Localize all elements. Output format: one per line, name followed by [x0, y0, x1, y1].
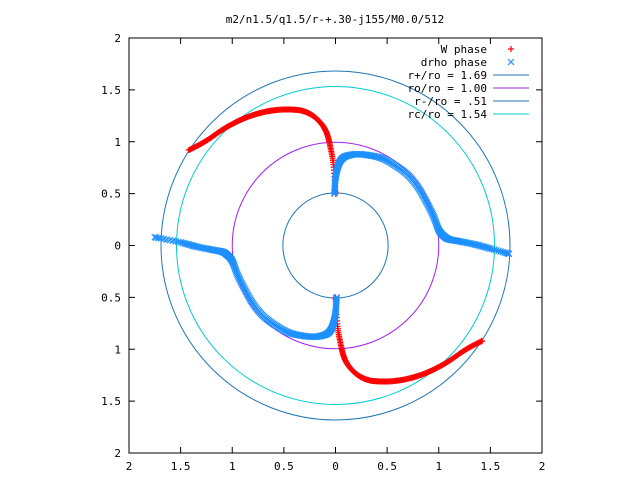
x-tick-label: 2 [126, 460, 133, 473]
y-tick-label: 1.5 [101, 84, 121, 97]
y-tick-label: 0.5 [101, 188, 121, 201]
drho-phase-point [505, 250, 513, 258]
legend-marker [507, 58, 515, 66]
circle-rc-ro-1-54 [175, 85, 496, 406]
x-tick-label: 1 [229, 460, 236, 473]
x-tick-label: 0.5 [274, 460, 294, 473]
drho-phase-point [151, 233, 159, 241]
legend-marker [508, 46, 514, 52]
axis-ticks: 2 1.5 1 0.5 0 0.5 1 1.5 221.510.500.511.52 [101, 32, 545, 473]
y-tick-label: 1.5 [101, 395, 121, 408]
x-tick-label: 1.5 [480, 460, 500, 473]
drho-phase-point [490, 246, 498, 254]
x-tick-label: 1 [435, 460, 442, 473]
drho-phase-point [486, 245, 494, 253]
circle-r-ro-1-69 [160, 70, 511, 421]
y-tick-label: 1 [114, 343, 121, 356]
drho-phase-point [497, 248, 505, 255]
reference-circles [160, 70, 511, 421]
legend-label: r+/ro = 1.69 [408, 69, 487, 82]
legend-label: ro/ro = 1.00 [408, 82, 487, 95]
x-tick-label: 2 [539, 460, 546, 473]
x-tick-label: 0.5 [377, 460, 397, 473]
x-tick-label: 1.5 [171, 460, 191, 473]
y-tick-label: 1 [114, 136, 121, 149]
legend-label: W phase [441, 43, 487, 56]
w-phase-point [479, 337, 486, 344]
chart-title: m2/n1.5/q1.5/r-+.30-j155/M0.0/512 [226, 13, 445, 26]
y-tick-label: 2 [114, 32, 121, 45]
drho-phase-point [492, 246, 500, 254]
y-tick-label: 0 [114, 240, 121, 253]
drho-phase-point [495, 247, 502, 255]
drho-phase-point [488, 245, 496, 253]
drho-phase-point [152, 234, 160, 241]
x-tick-label: 0 [332, 460, 339, 473]
y-tick-label: 2 [114, 447, 121, 460]
legend-label: rc/ro = 1.54 [408, 108, 488, 121]
circle-r-ro-51 [282, 192, 389, 299]
legend-label: drho phase [421, 56, 487, 69]
legend-label: r-/ro = .51 [414, 95, 487, 108]
circle-ro-ro-1-00 [231, 141, 440, 350]
w-phase-point [185, 147, 192, 154]
phase-points [151, 106, 513, 385]
y-tick-label: 0.5 [101, 291, 121, 304]
